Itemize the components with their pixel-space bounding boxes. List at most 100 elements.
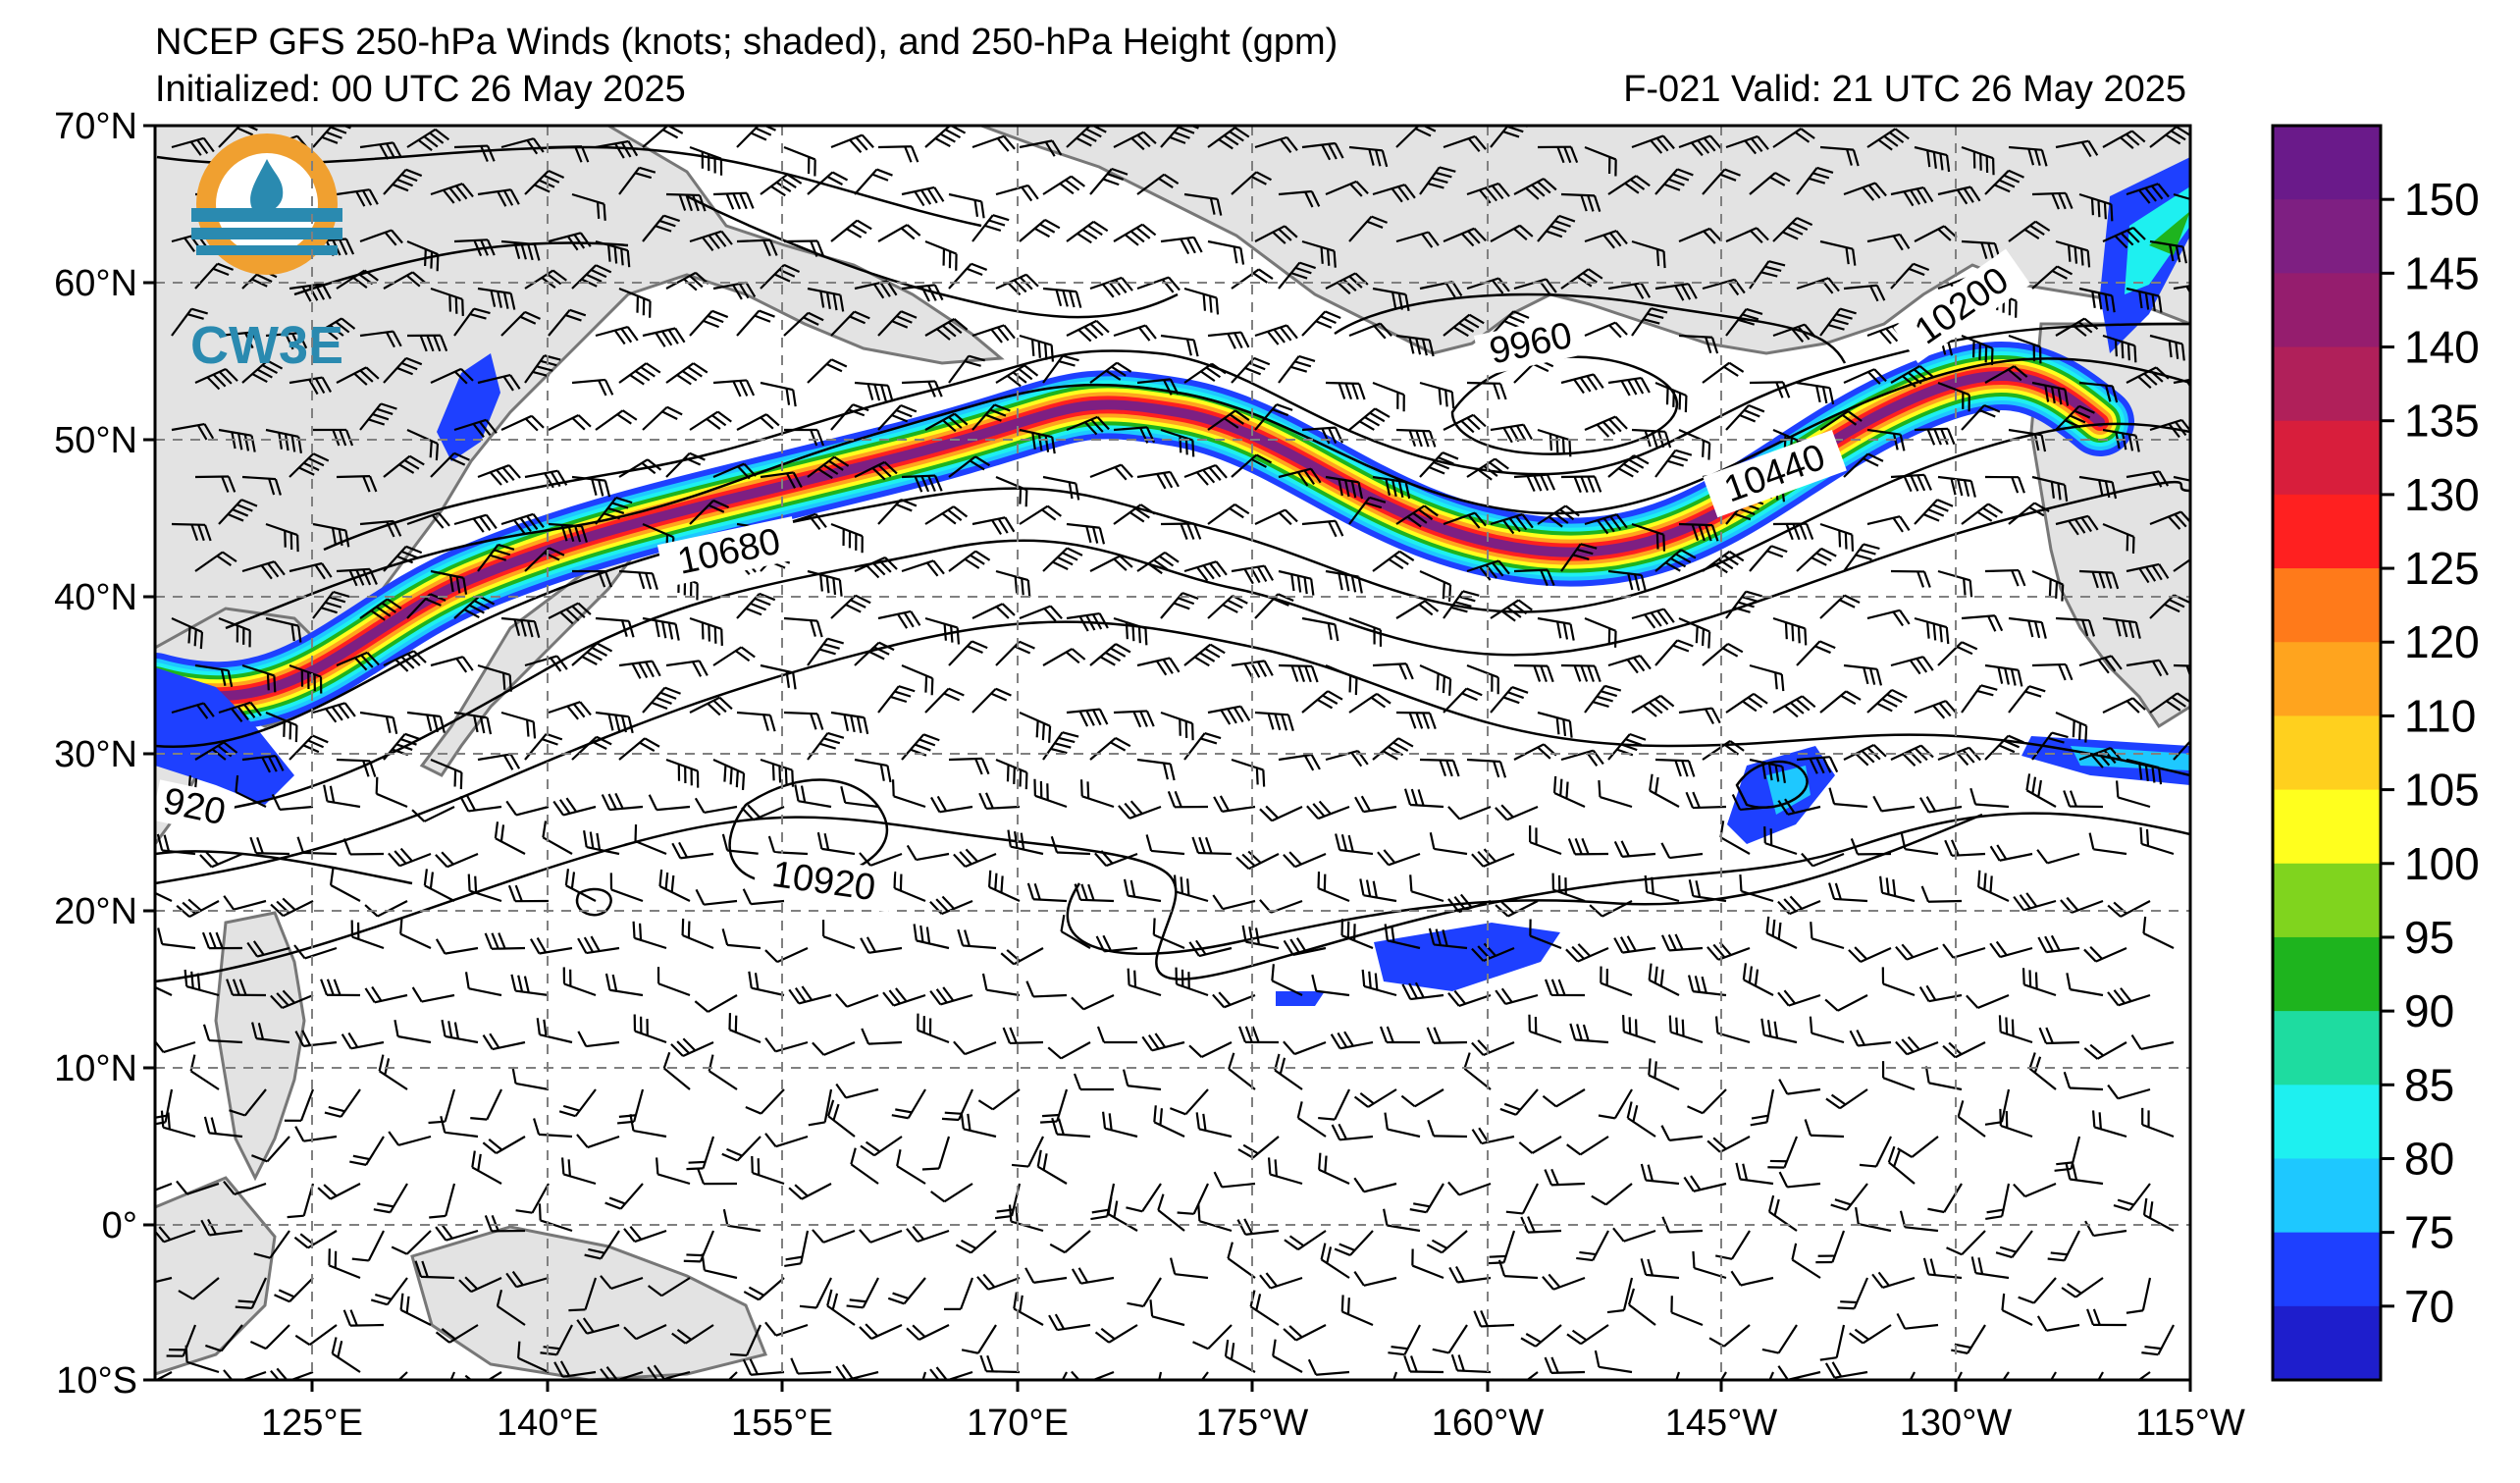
wind-barb xyxy=(743,1277,785,1301)
wind-barb xyxy=(1513,568,1555,587)
wind-barb xyxy=(1730,1270,1774,1287)
wind-barb xyxy=(1544,979,1586,997)
wind-barb xyxy=(178,1277,220,1300)
wind-barb xyxy=(971,403,1011,431)
wind-barb xyxy=(1443,134,1487,153)
wind-barb xyxy=(548,522,588,543)
wind-barb xyxy=(1036,1149,1068,1185)
wind-barb xyxy=(1804,1119,1845,1139)
wind-barb xyxy=(1495,987,1539,1006)
wind-barb xyxy=(1528,1014,1562,1044)
wind-barb xyxy=(1951,1324,1986,1354)
wind-barb xyxy=(1049,1230,1091,1254)
wind-barb xyxy=(317,1183,361,1200)
wind-barb xyxy=(484,1214,526,1233)
wind-barb xyxy=(548,145,590,163)
wind-barb xyxy=(449,1371,456,1380)
init-time: Initialized: 00 UTC 26 May 2025 xyxy=(155,69,686,110)
wind-barb xyxy=(1231,268,1274,290)
wind-barb xyxy=(1348,215,1388,242)
wind-barb xyxy=(826,1289,856,1326)
wind-barb xyxy=(807,358,848,384)
wind-barb xyxy=(1447,989,1492,1007)
wind-barb xyxy=(2126,470,2170,488)
wind-barb xyxy=(2102,522,2135,554)
wind-barb xyxy=(1042,354,1079,384)
wind-barb xyxy=(1207,409,1250,431)
wind-barb xyxy=(807,287,845,312)
wind-barb xyxy=(854,758,892,783)
wind-barb xyxy=(1714,1016,1751,1044)
wind-barb xyxy=(1654,168,1694,195)
wind-barb xyxy=(2086,1308,2127,1327)
wind-barb xyxy=(1466,663,1499,695)
wind-barb xyxy=(924,412,969,433)
wind-barb xyxy=(359,598,402,621)
height-contour xyxy=(575,887,612,917)
wind-barb xyxy=(721,833,761,856)
wind-barb xyxy=(171,307,208,337)
lat-label: 10°S xyxy=(56,1360,137,1402)
wind-barb xyxy=(1372,550,1415,572)
wind-barb xyxy=(665,192,707,212)
wind-barb xyxy=(471,1150,502,1185)
wind-barb xyxy=(1231,171,1272,195)
wind-barb xyxy=(1520,1324,1562,1348)
wind-barb xyxy=(312,522,350,548)
wind-barb xyxy=(500,414,545,432)
wind-barb xyxy=(477,374,521,392)
wind-barb xyxy=(1283,937,1327,956)
wind-barb xyxy=(1984,663,2023,687)
wind-barb xyxy=(1384,924,1421,950)
wind-barb xyxy=(662,1051,691,1090)
wind-barb xyxy=(511,1066,550,1091)
wind-barb xyxy=(736,711,776,732)
wind-barb xyxy=(971,324,1016,344)
wind-barb xyxy=(1843,663,1883,686)
logo-text: CW3E xyxy=(190,316,343,375)
colorbar-segment xyxy=(2273,715,2381,791)
wind-barb xyxy=(1688,879,1727,903)
wind-barb xyxy=(517,1341,550,1373)
wind-barb xyxy=(229,1088,267,1117)
wind-barb xyxy=(924,239,958,271)
wind-barb xyxy=(995,569,1031,598)
wind-barb xyxy=(1819,145,1860,167)
wind-barb xyxy=(359,402,397,431)
wind-barb xyxy=(1649,773,1680,808)
wind-barb xyxy=(1033,778,1068,809)
wind-barb xyxy=(1094,850,1138,868)
wind-barb xyxy=(1961,404,2001,431)
colorbar-label: 100 xyxy=(2404,838,2480,889)
wind-barb xyxy=(1566,1136,1609,1156)
wind-barb xyxy=(430,287,464,316)
alaska-jet-fragment xyxy=(2149,211,2190,255)
wind-barb xyxy=(642,686,681,714)
wind-barb xyxy=(1301,519,1344,538)
cw3e-logo: CW3E xyxy=(190,133,343,375)
wind-barb xyxy=(1169,1088,1209,1116)
wind-barb xyxy=(783,311,824,337)
wind-barb xyxy=(1859,1136,1892,1168)
wind-barb xyxy=(571,569,612,588)
wind-barb xyxy=(1999,1108,2033,1139)
wind-barb xyxy=(1660,1125,1704,1141)
wind-barb xyxy=(1066,319,1110,343)
wind-barb xyxy=(1594,1350,1633,1374)
wind-barb xyxy=(1702,168,1741,195)
wind-barb xyxy=(689,499,730,525)
wind-barb xyxy=(1448,1266,1492,1284)
wind-barb xyxy=(359,519,402,538)
wind-barb xyxy=(1419,758,1460,777)
wind-barb xyxy=(1739,874,1774,903)
wind-barb xyxy=(764,1133,809,1148)
wind-barb xyxy=(2136,1371,2151,1380)
wind-barb xyxy=(1317,872,1350,903)
wind-barb xyxy=(665,660,709,677)
wind-barb xyxy=(642,214,681,242)
wind-barb xyxy=(1254,508,1298,526)
wind-barb xyxy=(595,497,633,525)
wind-barb xyxy=(760,663,797,690)
wind-barb xyxy=(830,403,869,431)
wind-barb xyxy=(1678,616,1711,649)
